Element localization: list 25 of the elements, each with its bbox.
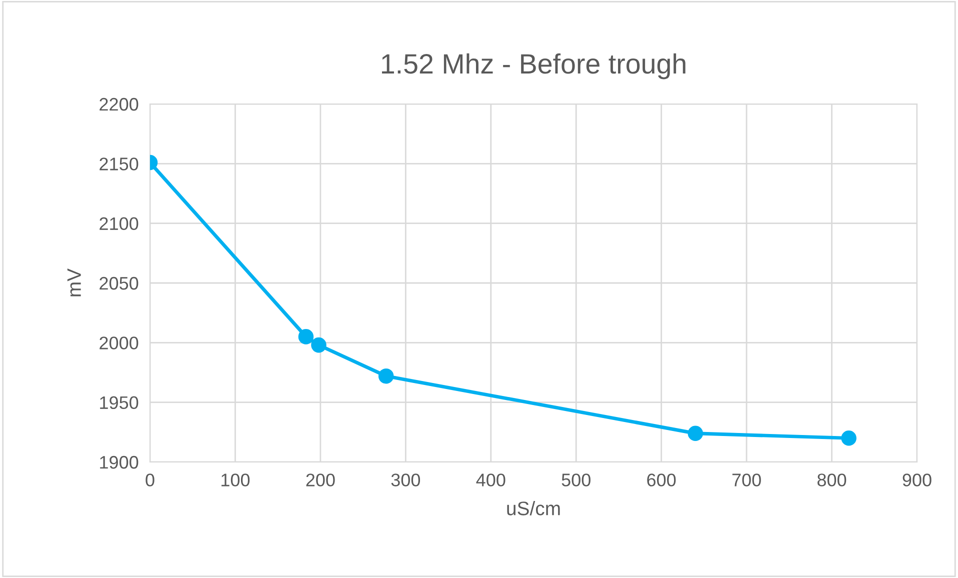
x-tick-label: 700 [732, 474, 761, 486]
x-axis-title: uS/cm [507, 501, 560, 516]
y-tick-label: 2000 [100, 336, 138, 350]
x-tick-label: 800 [818, 474, 846, 486]
x-tick-label: 100 [222, 474, 250, 486]
y-tick-label: 1900 [100, 456, 138, 469]
y-tick-label: 2150 [100, 158, 138, 170]
point [841, 430, 856, 446]
y-tick-label: 2200 [100, 98, 138, 111]
point [298, 329, 314, 344]
x-tick-label: 900 [902, 474, 932, 486]
y-axis-title: mV [67, 268, 81, 296]
y-tick-label: 1950 [100, 396, 138, 410]
x-tick-label: 400 [476, 474, 506, 486]
point [378, 368, 394, 384]
x-tick-label: 0 [146, 474, 154, 486]
x-tick-label: 200 [306, 474, 335, 486]
x-tick-label: 300 [391, 474, 420, 486]
chart-title: 1.52 Mhz - Before trough [382, 53, 686, 80]
point [688, 426, 704, 441]
y-tick-label: 2050 [100, 276, 138, 290]
point [311, 337, 326, 353]
y-tick-label: 2100 [100, 217, 138, 230]
x-tick-label: 500 [562, 474, 590, 486]
x-tick-label: 600 [647, 474, 676, 486]
